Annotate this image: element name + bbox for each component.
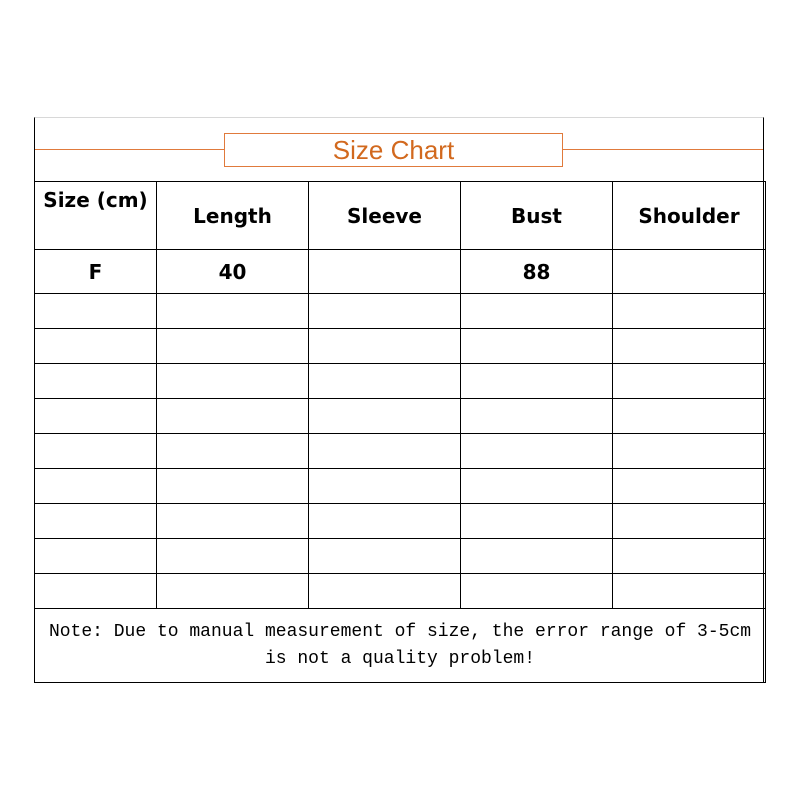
table-cell bbox=[156, 468, 309, 504]
header-sleeve: Sleeve bbox=[308, 181, 461, 250]
table-row bbox=[34, 398, 766, 434]
table-cell bbox=[308, 398, 461, 434]
table-cell bbox=[460, 433, 613, 469]
table-cell bbox=[308, 249, 461, 294]
table-cell bbox=[612, 328, 766, 364]
table-cell bbox=[308, 328, 461, 364]
note-row: Note: Due to manual measurement of size,… bbox=[34, 608, 766, 683]
table-cell bbox=[308, 503, 461, 539]
page-title: Size Chart bbox=[224, 133, 563, 167]
table-cell bbox=[308, 468, 461, 504]
table-cell bbox=[612, 249, 766, 294]
table-cell bbox=[460, 503, 613, 539]
table-cell bbox=[460, 468, 613, 504]
table-cell bbox=[34, 328, 157, 364]
table-cell bbox=[34, 468, 157, 504]
table-cell bbox=[612, 573, 766, 609]
table-cell bbox=[34, 573, 157, 609]
table-cell: 88 bbox=[460, 249, 613, 294]
table-cell bbox=[156, 538, 309, 574]
table-row bbox=[34, 503, 766, 539]
table-cell bbox=[308, 538, 461, 574]
note-text: Note: Due to manual measurement of size,… bbox=[34, 608, 766, 683]
table-row bbox=[34, 293, 766, 329]
header-row: Size (cm) Length Sleeve Bust Shoulder bbox=[34, 181, 766, 250]
header-shoulder: Shoulder bbox=[612, 181, 766, 250]
table-cell bbox=[308, 433, 461, 469]
table-row bbox=[34, 468, 766, 504]
table-row bbox=[34, 538, 766, 574]
table-cell bbox=[612, 363, 766, 399]
table-cell: F bbox=[34, 249, 157, 294]
table-cell bbox=[460, 573, 613, 609]
table-cell bbox=[308, 363, 461, 399]
table-row: F 40 88 bbox=[34, 249, 766, 294]
table-cell bbox=[34, 293, 157, 329]
table-row bbox=[34, 328, 766, 364]
table-row bbox=[34, 363, 766, 399]
table-cell bbox=[308, 293, 461, 329]
table-cell bbox=[34, 398, 157, 434]
header-length: Length bbox=[156, 181, 309, 250]
table-row bbox=[34, 433, 766, 469]
table-cell bbox=[612, 433, 766, 469]
table-cell bbox=[612, 538, 766, 574]
title-rule-right bbox=[563, 149, 763, 150]
table-cell bbox=[460, 363, 613, 399]
table-cell bbox=[156, 503, 309, 539]
table-cell bbox=[156, 398, 309, 434]
header-size: Size (cm) bbox=[34, 181, 157, 250]
table-cell bbox=[34, 363, 157, 399]
table-cell bbox=[156, 363, 309, 399]
table-cell bbox=[34, 503, 157, 539]
table-cell bbox=[34, 538, 157, 574]
table-cell bbox=[612, 398, 766, 434]
table-cell bbox=[156, 433, 309, 469]
title-rule-left bbox=[35, 149, 224, 150]
table-cell bbox=[460, 328, 613, 364]
table-cell: 40 bbox=[156, 249, 309, 294]
table-cell bbox=[612, 503, 766, 539]
table-row bbox=[34, 573, 766, 609]
table-cell bbox=[460, 538, 613, 574]
table-cell bbox=[156, 293, 309, 329]
table-cell bbox=[460, 398, 613, 434]
table-cell bbox=[460, 293, 613, 329]
table-cell bbox=[156, 573, 309, 609]
table-cell bbox=[308, 573, 461, 609]
table-cell bbox=[612, 293, 766, 329]
table-cell bbox=[34, 433, 157, 469]
table-cell bbox=[612, 468, 766, 504]
table-cell bbox=[156, 328, 309, 364]
header-bust: Bust bbox=[460, 181, 613, 250]
